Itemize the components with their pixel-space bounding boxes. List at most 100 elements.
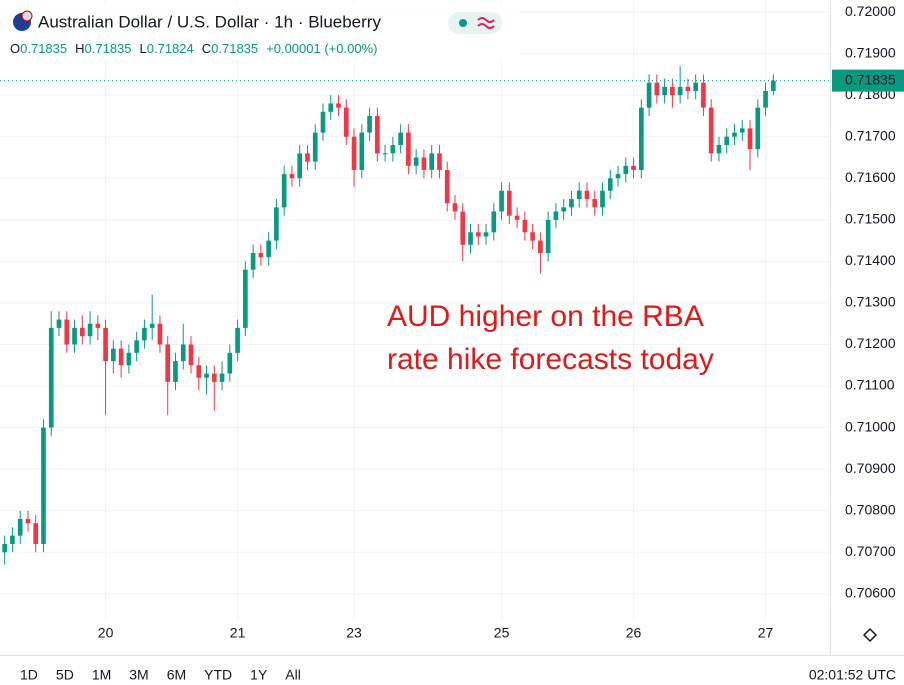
y-tick-label: 0.72000 <box>845 3 896 19</box>
candle-body <box>126 352 132 366</box>
symbol-title[interactable]: Australian Dollar / U.S. Dollar · 1h · B… <box>38 12 381 31</box>
axes: 0.70600 0.70700 0.70800 0.70900 0.71000 0.711… <box>0 3 904 641</box>
y-tick-label: 0.70600 <box>845 585 896 601</box>
candle-body <box>25 519 31 524</box>
candle-body <box>701 82 706 108</box>
candle-body <box>444 169 450 204</box>
candle-body <box>763 91 768 108</box>
candle-body <box>235 327 240 353</box>
timeframe-button[interactable]: All <box>285 667 301 683</box>
ohlc-value: 0.71824 <box>147 41 194 56</box>
timeframe-button[interactable]: 5D <box>56 667 74 683</box>
delay-icon <box>477 17 495 29</box>
candle-body <box>429 153 435 170</box>
candle-body <box>48 327 54 428</box>
candle-body <box>770 80 776 92</box>
candle-body <box>460 211 466 245</box>
annotation-line: rate hike forecasts today <box>387 343 714 376</box>
x-tick-label: 23 <box>346 625 362 641</box>
ohlc-key: H <box>75 41 84 56</box>
candles <box>2 66 776 565</box>
candle-body <box>95 323 101 328</box>
candle-body <box>514 215 520 220</box>
candle-body <box>142 327 147 341</box>
candle-body <box>732 132 737 137</box>
annotation: AUD higher on the RBA rate hike forecasts… <box>387 300 714 376</box>
x-tick-label: 27 <box>758 625 774 641</box>
candle-body <box>708 107 714 154</box>
candle-body <box>475 232 481 237</box>
candle-body <box>662 86 667 96</box>
ohlc-value: 0.71835 <box>85 41 132 56</box>
candle-body <box>33 523 39 544</box>
settings-icon[interactable] <box>862 627 878 643</box>
candle-body <box>289 174 295 179</box>
candle-body <box>739 128 745 133</box>
y-tick-label: 0.71300 <box>845 294 896 310</box>
candle-body <box>165 344 171 382</box>
y-tick-label: 0.71600 <box>845 169 896 185</box>
candle-body <box>134 340 139 353</box>
clock: 02:01:52 UTC <box>809 667 896 680</box>
candle-body <box>507 190 512 216</box>
candle-body <box>755 107 761 150</box>
timeframe-button[interactable]: 1D <box>20 667 38 683</box>
candle-body <box>243 269 248 328</box>
candle-body <box>305 153 310 162</box>
y-tick-label: 0.71200 <box>845 335 896 351</box>
candle-body <box>553 211 559 220</box>
candle-body <box>584 190 590 200</box>
candle-body <box>56 319 62 328</box>
candle-body <box>375 115 380 154</box>
y-tick-label: 0.70900 <box>845 460 896 476</box>
timeframe-button[interactable]: 1Y <box>250 667 268 683</box>
candle-body <box>382 153 388 155</box>
candle-body <box>328 103 334 112</box>
candle-body <box>615 174 621 179</box>
candle-body <box>118 348 124 366</box>
candle-body <box>406 132 411 166</box>
candle-body <box>17 519 23 536</box>
candle-body <box>569 199 574 208</box>
candle-body <box>530 232 535 241</box>
y-tick-label: 0.70700 <box>845 543 896 559</box>
candle-body <box>79 327 85 337</box>
timeframe-button[interactable]: 3M <box>129 667 148 683</box>
y-tick-label: 0.71100 <box>845 377 895 393</box>
candle-body <box>693 82 699 92</box>
last-price-box <box>832 69 904 92</box>
candle-body <box>258 253 264 258</box>
timeframe-button[interactable]: 1M <box>92 667 111 683</box>
y-tick-label: 0.71900 <box>845 44 896 60</box>
header-bg <box>0 4 520 60</box>
timeframe-button[interactable]: 6M <box>167 667 186 683</box>
candle-body <box>173 361 178 382</box>
timeframe-button[interactable]: YTD <box>204 667 232 683</box>
candle-body <box>266 240 271 258</box>
ohlc-line: O0.71835 H0.71835 L0.71824 C0.71835 +0.00001… <box>10 41 377 56</box>
candle-body <box>64 319 70 345</box>
x-tick-label: 26 <box>626 625 642 641</box>
candle-body <box>312 132 318 162</box>
candle-body <box>274 207 279 241</box>
candle-body <box>421 157 427 170</box>
flag-icon-sub <box>21 10 33 22</box>
ohlc-value: 0.71835 <box>20 41 67 56</box>
candle-body <box>538 240 543 254</box>
candle-body <box>390 145 396 154</box>
ohlc-key: L <box>140 41 147 56</box>
status-pill[interactable] <box>448 12 502 34</box>
candle-body <box>41 427 46 544</box>
candle-body <box>351 136 357 170</box>
candle-body <box>320 111 326 133</box>
y-tick-label: 0.71000 <box>845 418 896 434</box>
candle-body <box>413 157 419 166</box>
candle-body <box>398 132 403 146</box>
candle-body <box>281 174 287 208</box>
x-tick-label: 20 <box>98 625 114 641</box>
x-tick-label: 21 <box>230 625 246 641</box>
candle-body <box>188 344 194 366</box>
candle-body <box>561 207 567 212</box>
